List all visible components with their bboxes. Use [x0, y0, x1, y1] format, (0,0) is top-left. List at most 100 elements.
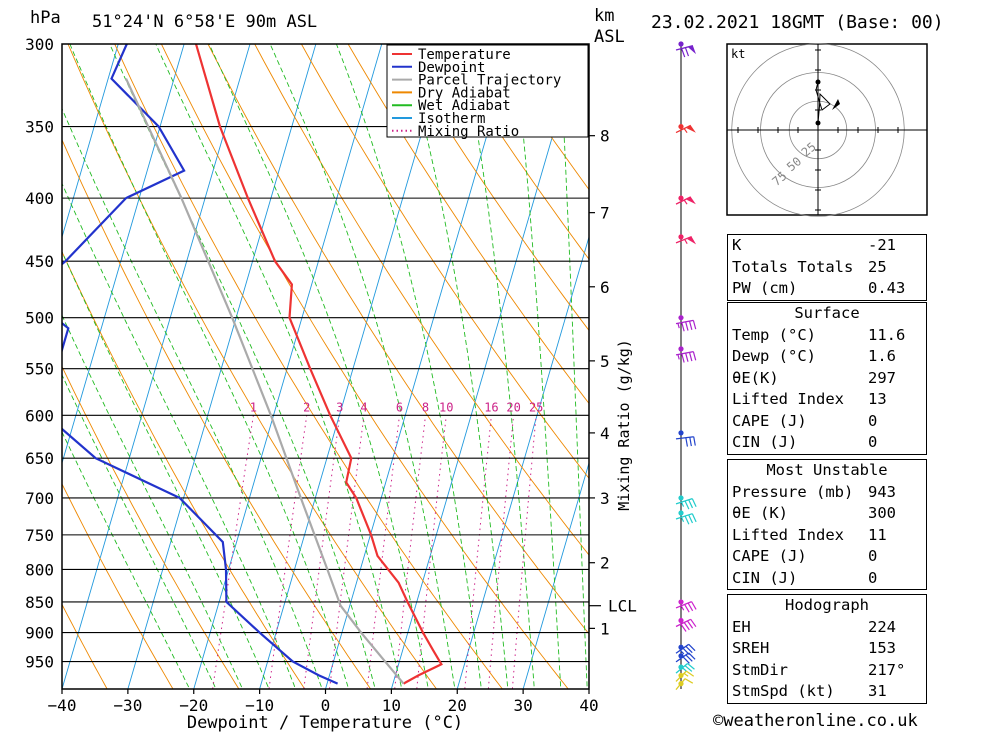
mixing-ratio-line: [366, 415, 400, 689]
wind-level-dot: [678, 599, 684, 605]
wind-barb-half-flag: [680, 516, 685, 523]
sounding-profiles: [62, 44, 443, 685]
km-tick-label: 6: [600, 278, 610, 297]
wind-barb-flag: [684, 665, 693, 672]
dry-adiabat-line: [347, 44, 589, 405]
mixing-ratio-line: [487, 415, 515, 689]
most-unstable-row: θE (K) 300: [728, 503, 926, 525]
isotherm-line: [522, 461, 589, 689]
pressure-tick-label: 600: [25, 406, 54, 425]
temperature-tick-label: −40: [48, 696, 77, 715]
wind-barb-half-flag: [683, 199, 688, 205]
wet-adiabat-line: [62, 314, 243, 689]
pressure-tick-label: 400: [25, 189, 54, 208]
wind-barb-flag: [686, 620, 694, 629]
hodograph-param-label: SREH: [732, 639, 770, 657]
wind-barb-half-flag: [679, 649, 685, 655]
height-unit-asl: ASL: [594, 27, 625, 47]
surface-row: θE(K) 297: [728, 368, 926, 390]
hodograph-param-label: StmSpd (kt): [732, 682, 835, 700]
mixing-ratio-tick-label: 25: [529, 400, 543, 414]
isotherm-line: [127, 44, 317, 689]
wind-barb-flag: [684, 604, 690, 613]
wet-adiabat-line: [62, 107, 323, 689]
wind-barb-flag: [691, 601, 697, 610]
wind-barb-staff: [675, 124, 692, 134]
surface-value: 1.6: [868, 347, 896, 365]
dry-adiabat-line: [62, 603, 108, 689]
mixing-ratio-tick-label: 20: [506, 400, 520, 414]
hodograph-param-label: StmDir: [732, 660, 788, 679]
wind-barb-staff: [675, 662, 688, 674]
pressure-tick-label: 700: [25, 489, 54, 508]
dewpoint-series-line: [62, 44, 339, 685]
temperature-tick-label: 30: [513, 696, 532, 715]
temperature-series-line: [194, 44, 443, 685]
wind-barb-flag: [688, 320, 693, 330]
wind-barb-half-flag: [683, 128, 688, 134]
wind-barb-flag: [683, 622, 690, 631]
hodograph-param-value: 153: [868, 639, 896, 657]
indices-panel: K -21 Totals Totals 25 PW (cm) 0.43: [727, 234, 927, 301]
surface-value: 11.6: [868, 325, 906, 344]
temperature-tick-label: −30: [113, 696, 142, 715]
wind-barb-half-flag: [682, 667, 687, 672]
most-unstable-value: 0: [868, 547, 878, 565]
km-tick-label: 3: [600, 489, 610, 508]
wind-barb-flag: [685, 670, 695, 677]
mixing-ratio-line: [268, 415, 308, 689]
wind-barb-staff: [675, 45, 694, 51]
wind-barb-flag: [690, 618, 697, 628]
mixing-ratio-tick-label: 16: [484, 400, 498, 414]
wind-level-dot: [678, 123, 684, 130]
wet-adiabat-line: [155, 44, 403, 689]
mixing-ratio-tick-label: 10: [439, 400, 453, 414]
most-unstable-label: θE (K): [732, 504, 788, 522]
legend-label: Wet Adiabat: [418, 98, 511, 114]
temperature-tick-label: 10: [382, 696, 401, 715]
wind-barb-flag: [688, 643, 696, 652]
wind-barb-flag: [685, 645, 693, 654]
hodograph-param-title: Hodograph: [728, 594, 926, 617]
surface-label: CAPE (J): [732, 411, 807, 430]
wind-barb-staff: [675, 196, 692, 205]
mixing-ratio-tick-label: 1: [250, 400, 257, 414]
wind-barb-flag: [681, 48, 686, 58]
most-unstable-value: 300: [868, 504, 896, 522]
wind-level-dot: [678, 617, 684, 624]
location-title: 51°24'N 6°58'E 90m ASL: [92, 12, 318, 32]
most-unstable-label: CAPE (J): [732, 547, 807, 565]
wet-adiabat-line: [401, 44, 509, 689]
wind-profile: [675, 41, 697, 691]
wind-barb-staff: [675, 436, 694, 440]
wind-barb-flag: [691, 498, 697, 508]
wind-barb-half-flag: [680, 605, 685, 611]
surface-title: Surface: [728, 302, 926, 325]
surface-label: Lifted Index: [732, 390, 844, 408]
wind-barb-flag: [684, 678, 694, 684]
mixing-ratio-line: [511, 415, 537, 689]
wind-barb-flag: [687, 602, 694, 612]
wind-barb-staff: [675, 618, 692, 628]
dry-adiabat-line: [394, 44, 589, 332]
wind-barb-flag: [688, 499, 694, 509]
surface-row: Temp (°C) 11.6: [728, 325, 926, 347]
wind-level-dot: [678, 510, 684, 516]
mixing-ratio-tick-label: 8: [422, 400, 429, 414]
surface-row: Dewp (°C) 1.6: [728, 346, 926, 368]
hodograph-param-row: StmSpd (kt) 31: [728, 681, 926, 703]
most-unstable-value: 0: [868, 568, 878, 587]
wind-barb-staff: [675, 601, 692, 609]
mixing-ratio-line: [328, 415, 365, 689]
legend-label: Parcel Trajectory: [418, 73, 561, 89]
dry-adiabat-line: [440, 44, 589, 260]
temperature-tick-label: −20: [179, 696, 208, 715]
most-unstable-row: Pressure (mb) 943: [728, 482, 926, 504]
pressure-tick-label: 850: [25, 593, 54, 612]
hodograph-params-panel: Hodograph EH 224 SREH 153 StmDir 217° StmSpd (k…: [727, 594, 927, 704]
pressure-tick-label: 900: [25, 624, 54, 643]
wind-barb-half-flag: [683, 672, 689, 677]
hodograph-param-label: EH: [732, 617, 751, 636]
pressure-tick-label: 950: [25, 653, 54, 672]
wind-barb-staff: [675, 643, 690, 654]
